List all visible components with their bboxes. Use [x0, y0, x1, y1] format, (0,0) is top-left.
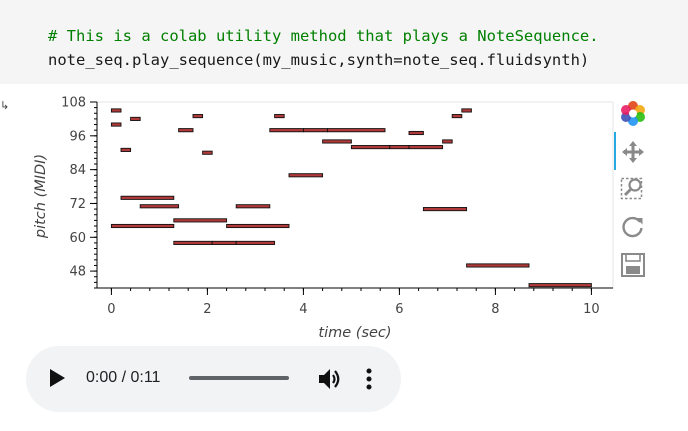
note-bar [408, 130, 424, 136]
note-bar [235, 240, 276, 245]
y-tick-label: 108 [61, 96, 86, 111]
note-bar [130, 116, 141, 121]
reset-icon[interactable] [620, 214, 646, 240]
y-ticks: 48 60 72 84 96 108 [61, 96, 97, 289]
x-axis-label: time (sec) [318, 325, 391, 341]
note-bar [235, 204, 271, 209]
y-tick-label: 72 [69, 197, 86, 212]
note-bar [389, 145, 410, 150]
note-bar [211, 240, 237, 245]
y-axis-label: pitch (MIDI) [33, 154, 49, 239]
x-ticks: 0 2 4 6 8 10 [107, 288, 600, 317]
note-bar [226, 223, 290, 229]
x-tick-label: 8 [491, 302, 499, 317]
note-bar [120, 147, 132, 152]
pan-icon[interactable] [620, 139, 646, 165]
note-bar [173, 218, 228, 223]
plot-area [96, 101, 614, 289]
note-bar [274, 114, 285, 119]
notes-layer [110, 108, 592, 288]
note-bar [288, 173, 324, 178]
x-tick-label: 0 [107, 302, 115, 317]
more-options-icon[interactable] [363, 368, 375, 390]
code-cell[interactable]: # This is a colab utility method that pl… [0, 0, 688, 84]
y-tick-label: 48 [69, 265, 86, 280]
y-tick-label: 96 [69, 129, 86, 144]
toolbar-active-indicator [614, 132, 616, 170]
volume-icon[interactable] [316, 366, 342, 392]
audio-time: 0:00 / 0:11 [86, 369, 161, 386]
code-statement: note_seq.play_sequence(my_music,synth=no… [48, 51, 590, 69]
play-button[interactable] [50, 369, 65, 387]
note-bar [422, 207, 468, 212]
note-bar [408, 145, 444, 150]
note-bar [451, 114, 463, 119]
note-bar [350, 145, 391, 150]
note-bar [326, 128, 386, 133]
y-tick-label: 84 [69, 163, 86, 178]
box-zoom-icon[interactable] [620, 175, 646, 201]
note-bar [202, 150, 213, 155]
save-icon[interactable] [620, 252, 646, 278]
audio-progress-bar[interactable] [189, 376, 289, 380]
note-bar [192, 114, 204, 119]
code-comment: # This is a colab utility method that pl… [48, 27, 599, 45]
note-bar [269, 128, 304, 133]
note-bar [120, 195, 175, 200]
note-bar [466, 263, 530, 268]
x-tick-label: 4 [299, 302, 307, 317]
y-tick-label: 60 [69, 231, 86, 246]
note-bar [442, 139, 453, 144]
note-bar [173, 240, 213, 245]
x-tick-label: 6 [395, 302, 403, 317]
x-tick-label: 2 [203, 302, 211, 317]
note-bar [110, 223, 175, 229]
output-arrow-icon: ↳ [0, 99, 10, 112]
note-bar [178, 128, 194, 133]
note-bar [110, 108, 122, 113]
note-bar [302, 128, 328, 133]
note-bar [139, 204, 180, 209]
bokeh-logo-icon[interactable] [620, 100, 646, 126]
note-bar [322, 139, 352, 144]
audio-player[interactable]: 0:00 / 0:11 [26, 346, 401, 412]
note-bar [461, 108, 472, 113]
piano-roll-plot[interactable]: 0 2 4 6 8 10 48 60 72 84 96 108 time (sec) pitch (… [0, 90, 616, 346]
note-bar [528, 283, 592, 288]
x-tick-label: 10 [583, 302, 600, 317]
note-bar [110, 122, 122, 127]
